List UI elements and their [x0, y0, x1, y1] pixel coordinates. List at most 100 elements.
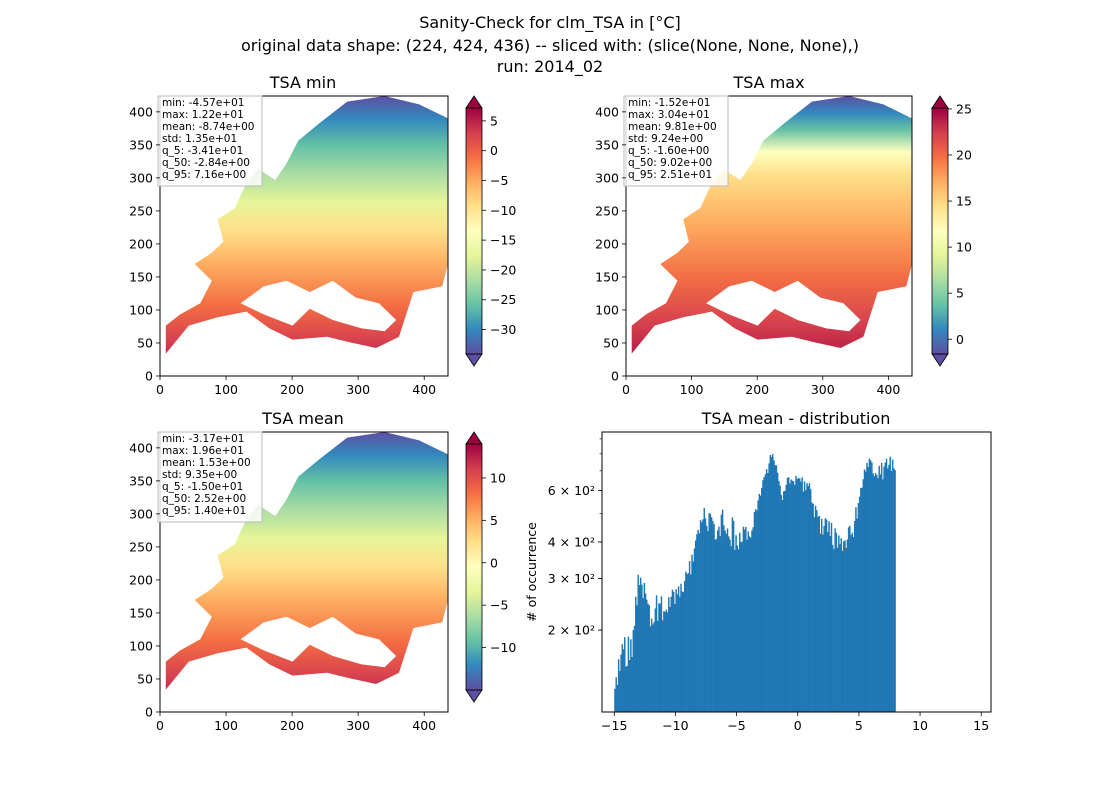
- x-tick-label: 400: [412, 718, 436, 733]
- histogram-bar: [757, 500, 759, 712]
- y-tick-label: 300: [129, 170, 153, 185]
- stats-line: mean: -8.74e+00: [162, 121, 254, 133]
- histogram-bar: [730, 546, 732, 712]
- histogram-bar: [725, 533, 728, 712]
- stats-line: max: 1.96e+01: [162, 445, 244, 457]
- histogram-bar: [739, 532, 741, 712]
- histogram-bar: [830, 522, 833, 712]
- y-tick-label: 3 × 10²: [548, 571, 595, 586]
- colorbar-tick-label: −10: [490, 203, 516, 218]
- histogram-bar: [863, 469, 866, 712]
- colorbar-extend-max: [931, 95, 949, 109]
- histogram-bar: [683, 581, 686, 712]
- histogram-bar: [770, 456, 773, 712]
- histogram-bar: [775, 465, 778, 712]
- histogram-bar: [661, 620, 664, 712]
- y-tick-label: 200: [595, 236, 619, 251]
- histogram-bar: [694, 540, 697, 712]
- map-frame: [625, 95, 913, 377]
- histogram-bar: [614, 688, 616, 712]
- histogram-bar: [791, 480, 794, 712]
- histogram-bar: [631, 656, 633, 712]
- histogram-bar: [641, 584, 643, 712]
- histogram-bar: [769, 454, 772, 712]
- histogram-title: TSA mean - distribution: [701, 409, 891, 428]
- histogram-bar: [880, 462, 883, 712]
- x-tick-label: 100: [214, 382, 238, 397]
- y-tick-label: 100: [129, 638, 153, 653]
- colorbar-tick-label: −5: [490, 598, 508, 613]
- histogram-bar: [720, 514, 723, 712]
- map-sea-mask: [240, 280, 397, 332]
- histogram-bar: [845, 547, 847, 712]
- x-tick-label: −15: [601, 718, 627, 733]
- histogram-bar: [835, 532, 838, 712]
- histogram-bar: [876, 474, 878, 712]
- histogram-bar: [666, 612, 669, 712]
- x-tick-label: 400: [876, 382, 900, 397]
- histogram-bar: [772, 454, 774, 712]
- colorbar-tick-label: 10: [490, 470, 506, 485]
- histogram-bar: [853, 520, 856, 712]
- histogram-bar: [765, 469, 768, 712]
- histogram-bar: [794, 485, 796, 712]
- histogram-bar: [752, 527, 754, 712]
- stats-line: min: -4.57e+01: [162, 97, 244, 109]
- histogram-bar: [698, 533, 701, 712]
- histogram-bar: [858, 496, 861, 712]
- colorbar: 5 0 −5 −10 −15 −20 −25 −30: [465, 95, 516, 367]
- histogram-bar: [736, 545, 739, 712]
- histogram-bar: [823, 525, 825, 712]
- x-tick-label: 100: [680, 382, 704, 397]
- colorbar-extend-min: [465, 353, 483, 367]
- histogram-bar: [616, 684, 619, 712]
- colorbar-tick-label: 20: [956, 147, 972, 162]
- y-tick-label: 2 × 10²: [548, 623, 595, 638]
- histogram-bar: [825, 519, 828, 712]
- colorbar: 25 20 15 10 5 0: [931, 95, 972, 367]
- histogram-frame: [601, 431, 992, 713]
- histogram-bar: [747, 531, 750, 712]
- histogram-bar: [767, 473, 769, 712]
- histogram-bar: [831, 544, 834, 712]
- x-tick-label: 300: [811, 382, 835, 397]
- histogram-bars: [614, 454, 896, 712]
- histogram-bar: [686, 573, 688, 712]
- histogram-bar: [728, 536, 730, 712]
- y-tick-label: 400: [129, 440, 153, 455]
- histogram-bar: [624, 637, 626, 712]
- histogram-bar: [670, 596, 672, 712]
- histogram-bar: [789, 483, 791, 712]
- stats-line: max: 3.04e+01: [628, 109, 710, 121]
- histogram-bar: [637, 574, 639, 712]
- histogram-bar: [737, 549, 740, 712]
- histogram-bar: [878, 465, 880, 712]
- histogram-bar: [708, 513, 710, 712]
- y-tick-label: 4 × 10²: [548, 534, 595, 549]
- x-tick-label: −5: [727, 718, 745, 733]
- histogram-bar: [704, 518, 707, 712]
- histogram-bar: [882, 479, 884, 712]
- histogram-bar: [784, 490, 786, 712]
- histogram-bar: [677, 586, 680, 712]
- colorbar-frame: [465, 443, 483, 691]
- histogram-bar: [696, 534, 698, 712]
- histogram-bar: [829, 536, 831, 712]
- histogram-bar: [781, 499, 784, 712]
- histogram-bar: [768, 463, 770, 712]
- stats-line: q_95: 7.16e+00: [162, 169, 246, 181]
- histogram-bar: [750, 537, 752, 712]
- histogram-bar: [803, 481, 806, 712]
- histogram-bar: [724, 530, 726, 712]
- stats-box-frame: [157, 431, 263, 523]
- x-tick-label: 300: [346, 718, 370, 733]
- histogram-bar: [753, 512, 756, 712]
- histogram-bar: [824, 518, 827, 712]
- colorbar: 10 5 0 −5 −10: [465, 431, 516, 703]
- histogram-bar: [849, 525, 851, 712]
- y-tick-label: 0: [145, 705, 153, 720]
- histogram-bar: [756, 510, 758, 712]
- histogram-bar: [877, 478, 879, 712]
- histogram-bar: [649, 626, 652, 712]
